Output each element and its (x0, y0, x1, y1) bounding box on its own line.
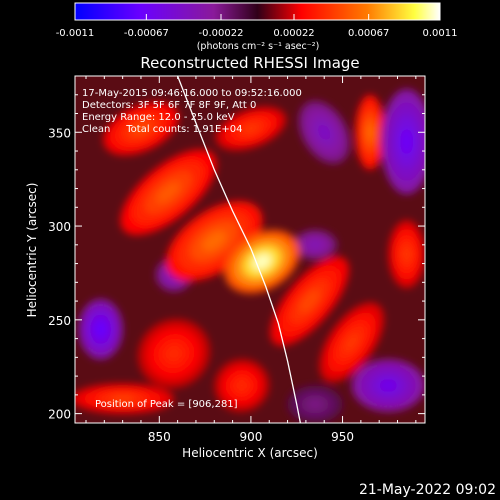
footer-timestamp: 21-May-2022 09:02 (359, 482, 496, 498)
heatmap-blob (95, 321, 107, 337)
heatmap-blob (309, 241, 321, 249)
heatmap-blob (109, 394, 136, 403)
x-axis-label: Heliocentric X (arcsec) (182, 446, 318, 460)
y-tick-label: 200 (48, 408, 71, 422)
heatmap-blob (366, 122, 374, 142)
colorbar-ticks: -0.0011 -0.00067 -0.00022 0.00022 0.00067 0.0… (56, 14, 458, 39)
heatmap-blob (317, 124, 331, 141)
info-annotations: 17-May-2015 09:46:16.000 to 09:52:16.000… (82, 88, 302, 410)
heatmap-blob (156, 181, 181, 203)
heatmap-area (75, 76, 425, 423)
heatmap-blob (234, 378, 249, 393)
colorbar: -0.0011 -0.00067 -0.00022 0.00022 0.00067 0.0… (56, 2, 458, 52)
heatmap-blob (402, 245, 412, 263)
heatmap-blob (400, 128, 414, 155)
heatmap-blob (379, 378, 398, 393)
heatmap-blob (131, 121, 151, 136)
colorbar-units: (photons cm⁻² s⁻¹ asec⁻²) (197, 41, 320, 52)
colorbar-tick-label: 0.00022 (273, 28, 314, 39)
x-tick-label: 850 (148, 430, 171, 444)
y-axis: 200 250 300 350 (48, 75, 425, 422)
colorbar-gradient (74, 2, 441, 21)
heatmap-blob (308, 399, 322, 409)
peak-position-label: Position of Peak = [906,281] (95, 399, 238, 410)
heatmap-blob (242, 123, 260, 134)
colorbar-tick-label: 0.00067 (348, 28, 389, 39)
info-line-time: 17-May-2015 09:46:16.000 to 09:52:16.000 (82, 88, 302, 99)
y-axis-label: Heliocentric Y (arcsec) (25, 183, 39, 318)
solar-limb-curve (176, 76, 302, 423)
colorbar-tick-label: -0.00067 (124, 28, 169, 39)
x-tick-label: 900 (239, 430, 262, 444)
x-axis: 850 900 950 (85, 76, 417, 444)
plot-frame (74, 75, 426, 424)
heatmap-blob (164, 344, 183, 363)
colorbar-tick-label: -0.0011 (56, 28, 95, 39)
y-tick-label: 350 (48, 126, 71, 140)
x-tick-label: 950 (331, 430, 354, 444)
info-line-energy: Energy Range: 12.0 - 25.0 keV (82, 112, 235, 123)
heatmap-blobs (75, 89, 425, 423)
info-line-detectors: Detectors: 3F 5F 6F 7F 8F 9F, Att 0 (82, 100, 256, 111)
y-tick-label: 250 (48, 314, 71, 328)
info-line-clean: Clean Total counts: 1.91E+04 (82, 124, 242, 135)
heatmap-blob (343, 332, 360, 353)
y-tick-label: 300 (48, 220, 71, 234)
chart-title: Reconstructed RHESSI Image (140, 54, 359, 72)
heatmap-blob (202, 231, 227, 252)
colorbar-tick-label: 0.0011 (423, 28, 458, 39)
heatmap-blob (299, 289, 320, 313)
colorbar-tick-label: -0.00022 (199, 28, 244, 39)
